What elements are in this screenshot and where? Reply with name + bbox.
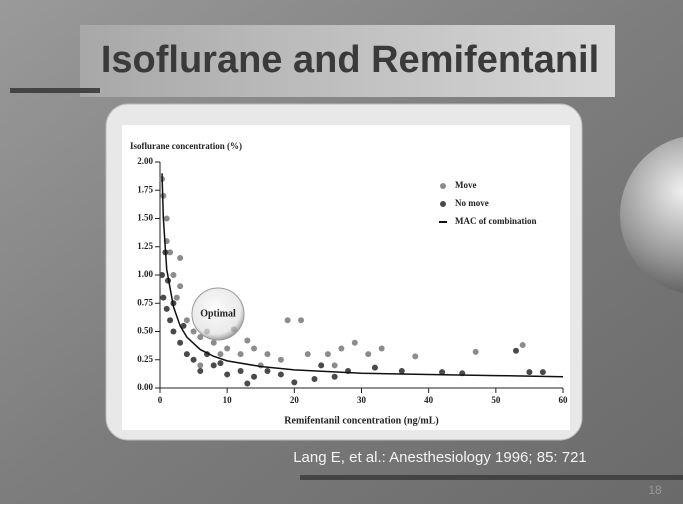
point — [398, 368, 405, 375]
y-tick-label: 1.50 — [137, 213, 153, 223]
point — [338, 345, 345, 352]
point — [217, 360, 224, 367]
point — [277, 371, 284, 378]
x-tick-label: 30 — [357, 395, 367, 405]
point — [244, 380, 251, 387]
annotation-lens — [191, 287, 245, 341]
point — [167, 317, 174, 324]
point — [183, 317, 190, 324]
point — [217, 351, 224, 358]
point — [160, 294, 167, 301]
x-tick-label: 0 — [158, 395, 163, 405]
y-tick-label: 0.75 — [137, 297, 153, 307]
point — [472, 348, 479, 355]
point — [177, 283, 184, 290]
point — [244, 337, 251, 344]
point — [210, 339, 217, 346]
decor-sphere — [620, 136, 683, 294]
point — [197, 368, 204, 375]
point — [177, 339, 184, 346]
legend-swatch — [440, 201, 446, 207]
point — [264, 351, 271, 358]
point — [163, 215, 170, 222]
point — [311, 375, 318, 382]
point — [351, 339, 358, 346]
point — [183, 351, 190, 358]
point — [237, 351, 244, 358]
point — [371, 364, 378, 371]
point — [163, 305, 170, 312]
point — [170, 328, 177, 335]
point — [167, 249, 174, 256]
point — [251, 373, 258, 380]
point — [173, 294, 180, 301]
point — [304, 351, 311, 358]
point — [224, 371, 231, 378]
point — [197, 334, 204, 341]
mac-curve — [161, 173, 564, 378]
title-banner — [80, 25, 615, 97]
point — [190, 328, 197, 335]
y-tick-label: 0.00 — [137, 382, 153, 392]
point — [257, 362, 264, 369]
x-tick-label: 10 — [223, 395, 233, 405]
point — [277, 356, 284, 363]
point — [264, 368, 271, 375]
point — [224, 345, 231, 352]
point — [324, 351, 331, 358]
legend-label: No move — [455, 198, 489, 208]
point — [526, 369, 533, 376]
legend-swatch — [440, 183, 446, 189]
y-axis-label: Isoflurane concentration (%) — [130, 141, 242, 151]
point — [210, 362, 217, 369]
y-tick-label: 0.50 — [137, 326, 153, 336]
point — [291, 379, 298, 386]
point — [512, 347, 519, 354]
y-tick-label: 2.00 — [137, 156, 153, 166]
point — [251, 345, 258, 352]
decor-bar — [10, 88, 100, 93]
point — [331, 362, 338, 369]
point — [237, 368, 244, 375]
slide-title: Isoflurane and Remifentanil — [101, 39, 599, 81]
point — [539, 369, 546, 376]
point — [298, 317, 305, 324]
point — [378, 345, 385, 352]
point — [331, 373, 338, 380]
x-tick-label: 50 — [491, 395, 501, 405]
y-tick-label: 1.25 — [137, 241, 153, 251]
plot-area — [122, 125, 570, 430]
point — [365, 351, 372, 358]
point — [519, 342, 526, 349]
x-tick-label: 20 — [290, 395, 300, 405]
point — [190, 356, 197, 363]
point — [170, 272, 177, 278]
point — [412, 353, 419, 360]
x-tick-label: 60 — [559, 395, 569, 405]
slide-number: 18 — [648, 483, 662, 497]
annotation: Optimal — [200, 308, 236, 319]
point — [197, 362, 204, 369]
decor-bar — [300, 475, 683, 480]
point — [439, 369, 446, 376]
y-tick-label: 1.75 — [137, 184, 153, 194]
point — [180, 322, 187, 329]
y-tick-label: 0.25 — [137, 354, 153, 364]
y-tick-label: 1.00 — [137, 269, 153, 279]
x-tick-label: 40 — [424, 395, 434, 405]
point — [318, 362, 325, 369]
point — [284, 317, 291, 324]
x-axis-label: Remifentanil concentration (ng/mL) — [284, 415, 438, 426]
citation: Lang E, et al.: Anesthesiology 1996; 85:… — [293, 449, 587, 466]
legend-label: Move — [455, 180, 477, 190]
point — [177, 255, 184, 262]
legend-label: MAC of combination — [455, 216, 537, 226]
point — [159, 272, 166, 278]
